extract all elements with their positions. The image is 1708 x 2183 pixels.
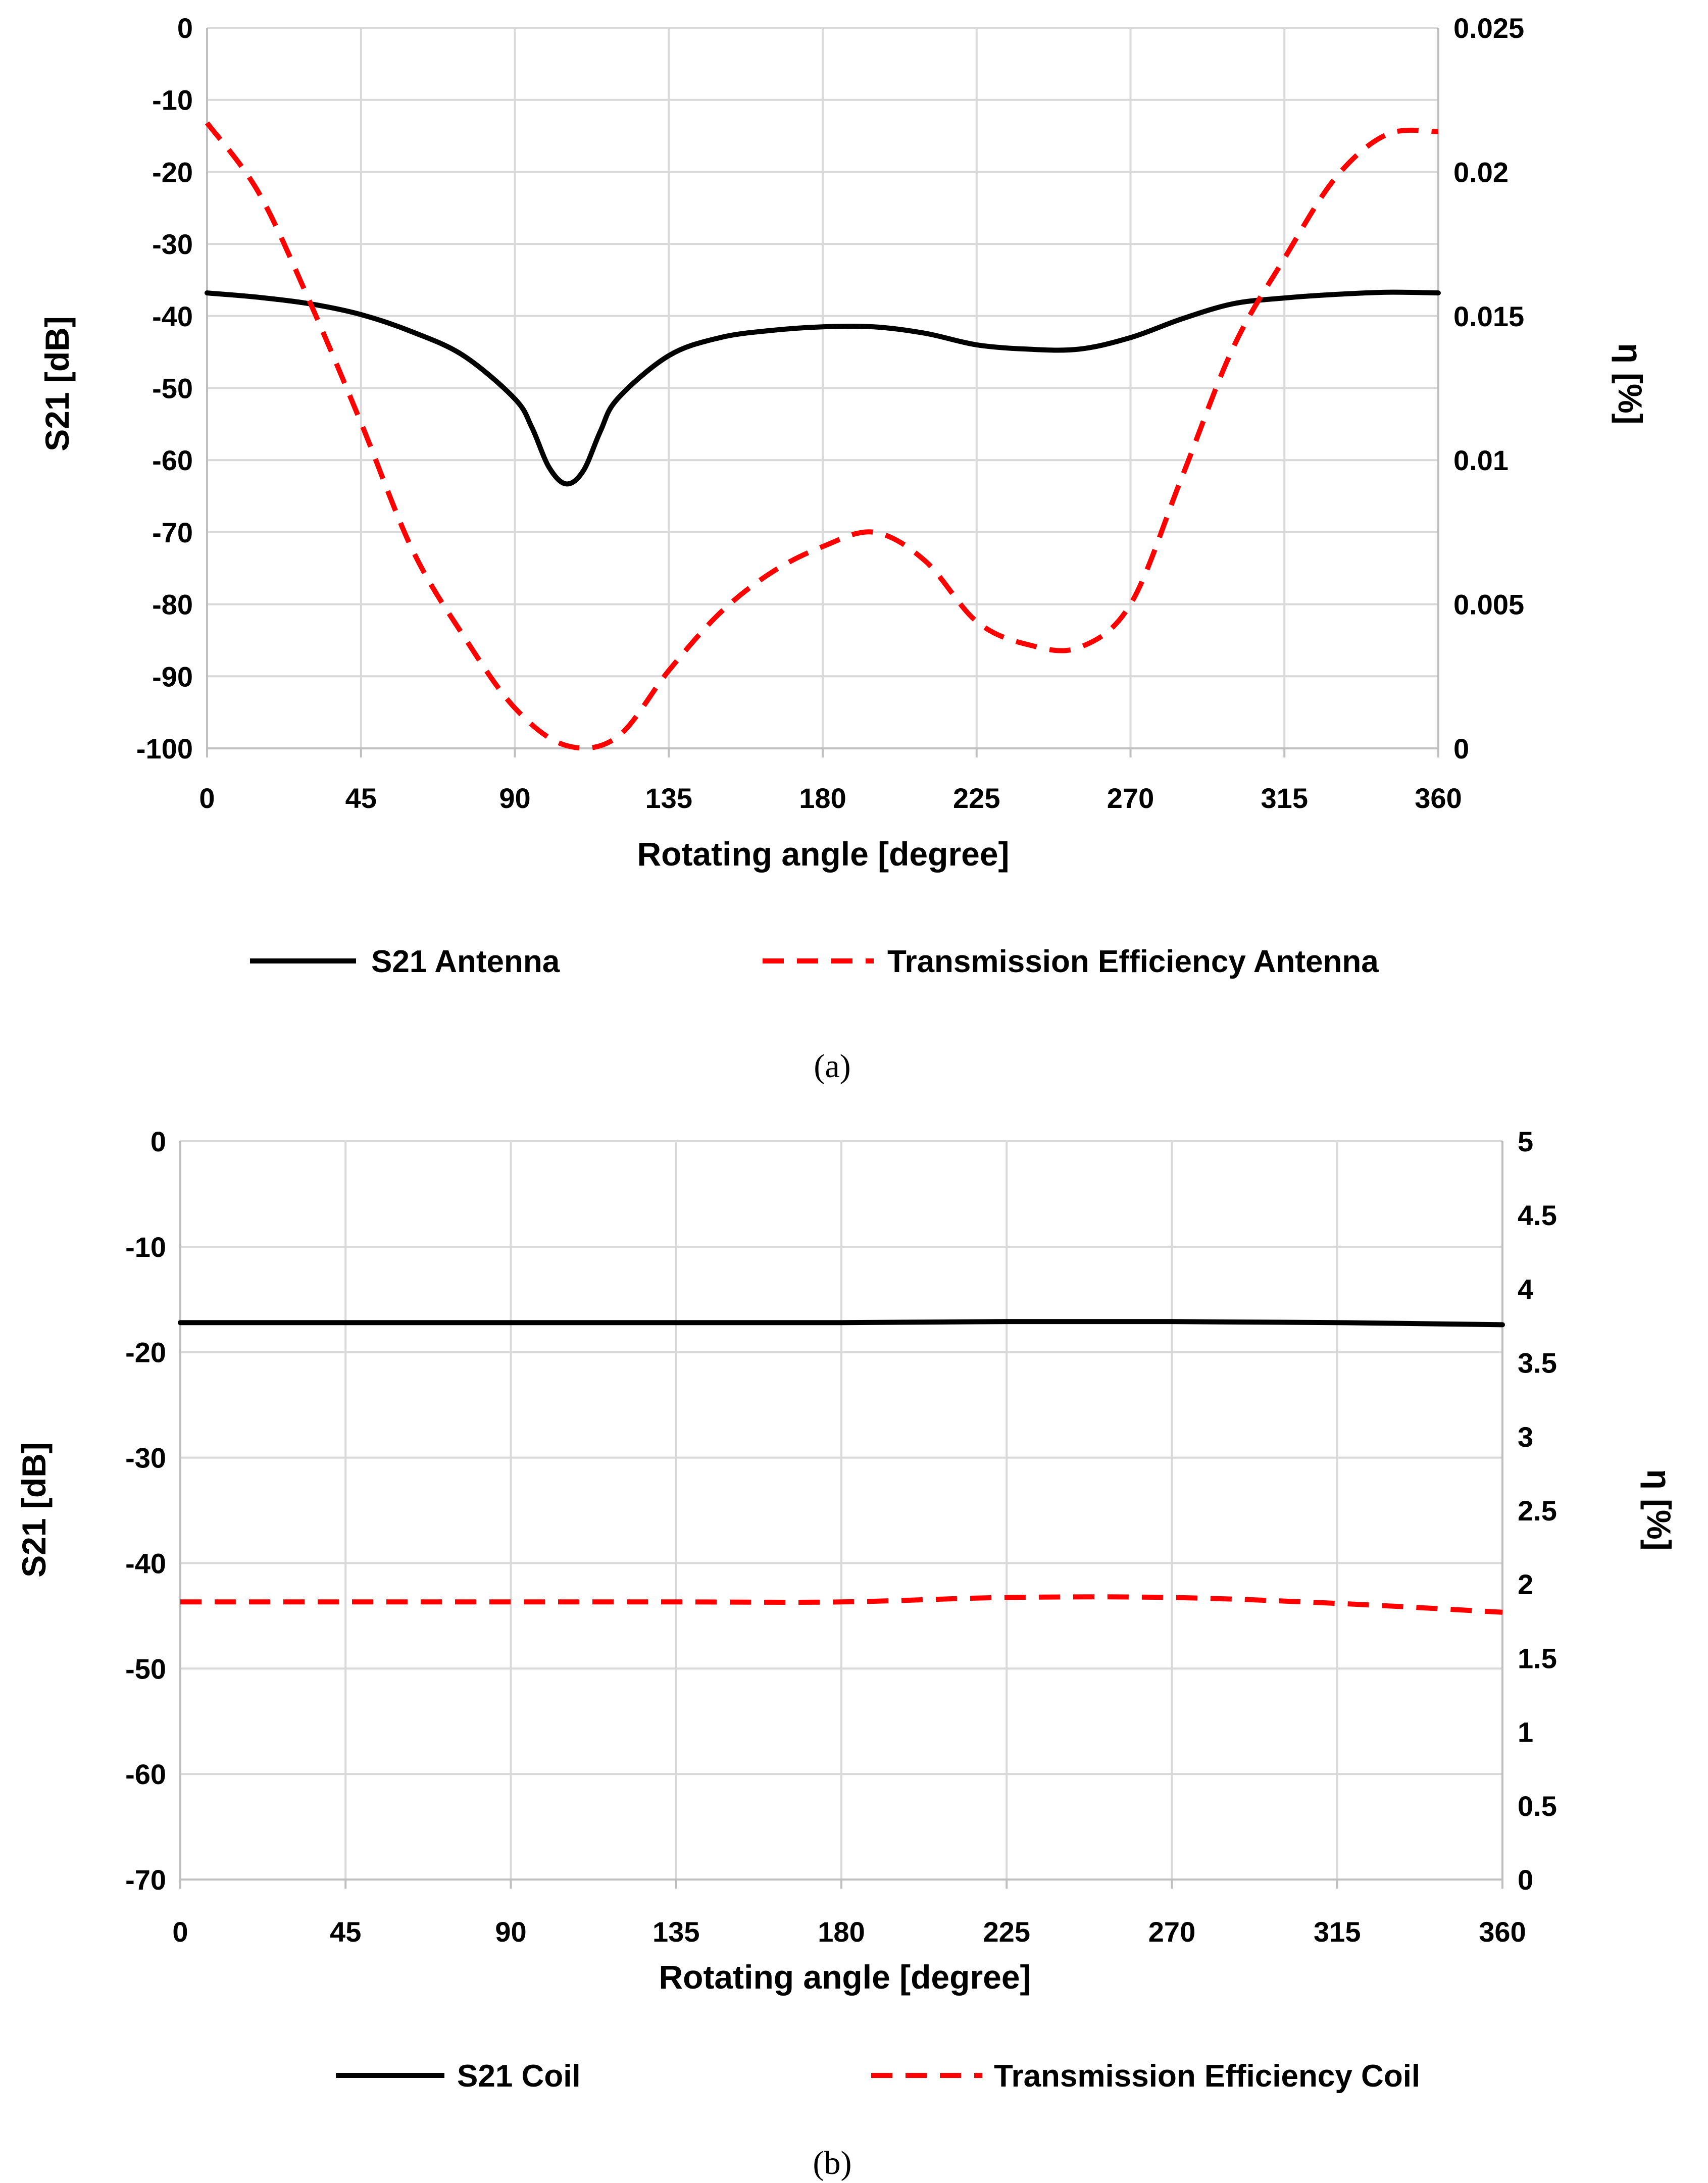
axes-a: [206, 28, 1439, 757]
x-tick-label-b: 180: [818, 1916, 865, 1948]
y2-tick-label-b: 0.5: [1518, 1790, 1557, 1822]
legend-b: S21 Coil Transmission Efficiency Coil: [336, 2059, 1420, 2094]
transmission-efficiency-coil-line: [180, 1594, 1503, 1615]
y2-tick-label-a: 0: [1453, 733, 1469, 765]
y2-tick-label-b: 3: [1518, 1421, 1533, 1453]
s21-coil-line: [178, 1318, 1505, 1328]
y2-tick-label-b: 1: [1518, 1716, 1533, 1748]
y2-tick-label-b: 1.5: [1518, 1642, 1557, 1674]
gridlines-b: [180, 1140, 1502, 1880]
y2-tick-label-b: 2: [1518, 1568, 1533, 1600]
y2-tick-label-b: 4: [1518, 1273, 1533, 1305]
x-tick-label-b: 90: [495, 1916, 526, 1948]
y-tick-label-a: -50: [152, 373, 193, 404]
x-axis-title-a: Rotating angle [degree]: [637, 835, 1009, 873]
gridlines-a: [207, 27, 1438, 748]
chart-panel-b: 0 -10 -20 -30 -40 -50 -60 -70 5 4.5 4 3.5 3 2.5 2 1.5 1…: [15, 1126, 1678, 2181]
x-tick-label-b: 135: [652, 1916, 699, 1948]
legend-label-s21-coil: S21 Coil: [457, 2059, 581, 2094]
x-tick-label-a: 225: [953, 782, 1000, 814]
y2-tick-labels-b: 5 4.5 4 3.5 3 2.5 2 1.5 1 0.5 0: [1518, 1126, 1557, 1896]
x-tick-label-a: 270: [1107, 782, 1154, 814]
y-tick-label-b: -20: [125, 1337, 166, 1368]
y-tick-labels-b: 0 -10 -20 -30 -40 -50 -60 -70: [125, 1126, 166, 1896]
y2-tick-label-a: 0.01: [1453, 444, 1509, 476]
series-a: [205, 121, 1441, 751]
y-tick-labels-a: 0 -10 -20 -30 -40 -50 -60 -70 -80 -90 -100: [136, 12, 193, 765]
legend-label-efficiency-antenna: Transmission Efficiency Antenna: [887, 944, 1379, 979]
y-tick-label-a: -30: [152, 228, 193, 260]
y-tick-label-a: -10: [152, 84, 193, 116]
y2-axis-title-b: η [%]: [1640, 1469, 1678, 1550]
x-tick-label-b: 270: [1148, 1916, 1195, 1948]
x-tick-label-a: 45: [345, 782, 377, 814]
y-tick-label-b: 0: [150, 1126, 166, 1157]
x-tick-labels-a: 0 45 90 135 180 225 270 315 360: [199, 782, 1462, 814]
y-tick-label-b: -70: [125, 1864, 166, 1896]
y2-axis-title-a: η [%]: [1612, 343, 1649, 424]
y-tick-label-b: -60: [125, 1758, 166, 1790]
y2-tick-labels-a: 0.025 0.02 0.015 0.01 0.005 0: [1453, 12, 1524, 765]
y2-tick-label-a: 0.005: [1453, 589, 1524, 621]
y2-tick-label-b: 4.5: [1518, 1199, 1557, 1231]
y2-tick-label-a: 0.025: [1453, 12, 1524, 44]
caption-b: (b): [813, 2145, 852, 2181]
y-tick-label-a: 0: [177, 12, 193, 44]
y-tick-label-a: -60: [152, 444, 193, 476]
x-tick-label-a: 180: [799, 782, 846, 814]
y-tick-label-a: -70: [152, 517, 193, 548]
s21-antenna-line: [205, 289, 1441, 487]
x-tick-label-a: 135: [645, 782, 692, 814]
transmission-efficiency-antenna-line: [205, 121, 1439, 751]
y-tick-label-a: -90: [152, 661, 193, 692]
x-tick-label-a: 360: [1415, 782, 1462, 814]
y-tick-label-a: -20: [152, 156, 193, 188]
legend-label-efficiency-coil: Transmission Efficiency Coil: [994, 2059, 1420, 2094]
y2-tick-label-b: 0: [1518, 1864, 1533, 1896]
axes-b: [179, 1141, 1503, 1889]
series-b: [178, 1318, 1505, 1615]
y-tick-label-a: -40: [152, 300, 193, 332]
x-tick-label-b: 225: [983, 1916, 1030, 1948]
caption-a: (a): [814, 1048, 850, 1085]
x-tick-label-a: 90: [499, 782, 530, 814]
y2-tick-label-a: 0.015: [1453, 300, 1524, 332]
x-tick-label-b: 360: [1479, 1916, 1526, 1948]
y2-tick-label-b: 5: [1518, 1126, 1533, 1157]
x-tick-label-a: 0: [199, 782, 215, 814]
y2-tick-label-b: 2.5: [1518, 1495, 1557, 1527]
legend-a: S21 Antenna Transmission Efficiency Ante…: [250, 944, 1379, 979]
y2-tick-label-a: 0.02: [1453, 156, 1509, 188]
x-tick-label-b: 0: [172, 1916, 188, 1948]
y-tick-label-a: -80: [152, 589, 193, 621]
y-axis-title-a: S21 [dB]: [38, 316, 76, 451]
x-tick-label-b: 315: [1314, 1916, 1361, 1948]
legend-label-s21-antenna: S21 Antenna: [371, 944, 560, 979]
y2-tick-label-b: 3.5: [1518, 1347, 1557, 1379]
y-tick-label-a: -100: [136, 733, 193, 765]
y-axis-title-b: S21 [dB]: [15, 1442, 53, 1578]
y-tick-label-b: -40: [125, 1547, 166, 1579]
chart-panel-a: 0-10-20-30-40-50-60-70-80-90-100 0.0250.…: [38, 12, 1649, 1085]
y-tick-label-b: -30: [125, 1442, 166, 1474]
y-tick-label-b: -50: [125, 1653, 166, 1685]
x-tick-labels-b: 0 45 90 135 180 225 270 315 360: [172, 1916, 1526, 1948]
x-tick-label-b: 45: [330, 1916, 361, 1948]
x-axis-title-b: Rotating angle [degree]: [659, 1958, 1031, 1996]
y-tick-label-b: -10: [125, 1231, 166, 1263]
x-tick-label-a: 315: [1261, 782, 1308, 814]
